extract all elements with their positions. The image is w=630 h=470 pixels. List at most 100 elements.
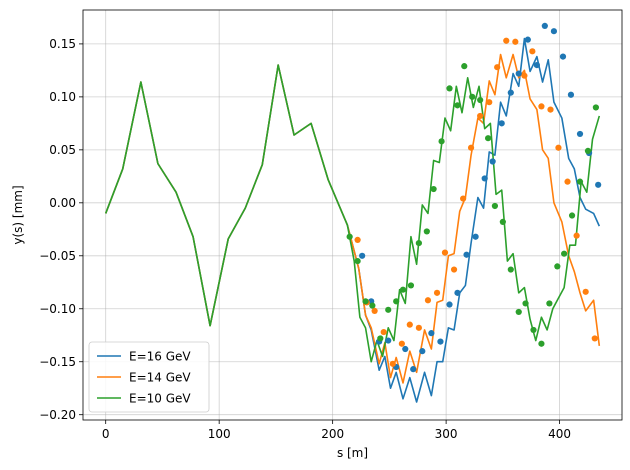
data-point (561, 250, 568, 257)
data-point (491, 202, 499, 210)
x-tick-label: 300 (435, 427, 458, 441)
y-tick-label: 0.05 (49, 143, 76, 157)
data-point (446, 301, 453, 308)
data-point (503, 37, 510, 44)
data-point (354, 236, 361, 243)
data-point (433, 289, 441, 296)
data-point (441, 249, 449, 256)
plot-frame (82, 9, 623, 421)
series-1-points (359, 22, 602, 373)
data-point (463, 251, 470, 258)
data-point (529, 48, 536, 55)
data-point (415, 324, 422, 331)
y-axis-label: y(s) [mm] (11, 185, 25, 244)
data-point (354, 257, 361, 265)
legend-label: E=10 GeV (129, 391, 191, 405)
data-point (550, 28, 558, 35)
data-point (524, 36, 531, 43)
data-point (564, 178, 571, 185)
data-point (406, 321, 413, 328)
x-tick-label: 400 (548, 427, 571, 441)
data-point (489, 158, 496, 165)
data-point (595, 181, 602, 188)
data-point (399, 286, 407, 293)
data-point (498, 120, 505, 127)
data-point (423, 228, 430, 235)
y-tick-label: −0.10 (39, 302, 76, 316)
data-point (494, 64, 501, 71)
data-point (362, 298, 369, 305)
x-tick-label: 0 (102, 427, 110, 441)
data-point (472, 233, 479, 240)
data-point (469, 93, 476, 100)
legend-entry: E=16 GeV (97, 349, 191, 363)
legend-label: E=14 GeV (129, 370, 191, 384)
data-point (454, 102, 461, 109)
data-point (573, 232, 580, 239)
data-point (515, 308, 522, 316)
data-point (393, 298, 400, 305)
series-2-points (354, 37, 598, 367)
legend-label: E=16 GeV (129, 349, 191, 363)
data-point (486, 99, 493, 106)
y-tick-label: 0.00 (49, 196, 76, 210)
series-3-points (346, 63, 600, 347)
data-point (389, 360, 396, 367)
data-point (460, 195, 467, 202)
data-point (541, 22, 548, 29)
data-point (568, 212, 576, 219)
data-point (398, 340, 405, 347)
data-point (461, 63, 468, 70)
data-point (576, 130, 584, 138)
y-tick-label: 0.15 (49, 37, 76, 51)
data-point (530, 326, 537, 334)
data-point (477, 96, 484, 104)
data-point (410, 366, 417, 373)
data-point (538, 103, 545, 110)
y-tick-label: −0.20 (39, 408, 76, 422)
data-point (437, 338, 444, 345)
x-axis-label: s [m] (337, 446, 368, 460)
data-point (438, 138, 445, 145)
y-tick-label: −0.15 (39, 355, 76, 369)
data-point (547, 106, 554, 113)
data-point (377, 335, 384, 342)
data-point (446, 85, 453, 92)
data-point (415, 239, 422, 247)
series-3 (104, 64, 601, 363)
legend-entry: E=14 GeV (97, 370, 191, 384)
x-tick-label: 200 (321, 427, 344, 441)
data-point (582, 288, 589, 295)
data-point (346, 233, 353, 240)
data-point (591, 335, 598, 342)
data-point (485, 135, 492, 142)
data-point (428, 330, 435, 337)
data-point (554, 263, 561, 270)
data-point (576, 178, 584, 185)
legend: E=16 GeV E=14 GeV E=10 GeV (88, 341, 210, 413)
legend-box (88, 341, 210, 413)
data-point (559, 53, 567, 60)
data-point (555, 144, 562, 151)
data-point (454, 289, 461, 296)
data-point (371, 307, 378, 314)
y-tick-label: −0.05 (39, 249, 76, 263)
data-point (533, 61, 540, 69)
y-tick-label: 0.10 (49, 90, 76, 104)
data-point (515, 70, 522, 77)
axes: 0 100 200 300 400 −0.20 −0.15 −0.10 −0.05 0.00 0.0… (39, 9, 623, 441)
data-point (567, 91, 575, 98)
legend-entry: E=10 GeV (97, 391, 191, 405)
data-point (592, 104, 600, 111)
data-point (385, 337, 392, 344)
data-point (522, 300, 529, 307)
data-point (402, 345, 409, 353)
data-point (538, 340, 545, 347)
data-point (359, 252, 366, 259)
data-point (521, 72, 528, 79)
data-point (369, 302, 376, 309)
data-point (385, 306, 392, 313)
data-point (467, 144, 475, 151)
